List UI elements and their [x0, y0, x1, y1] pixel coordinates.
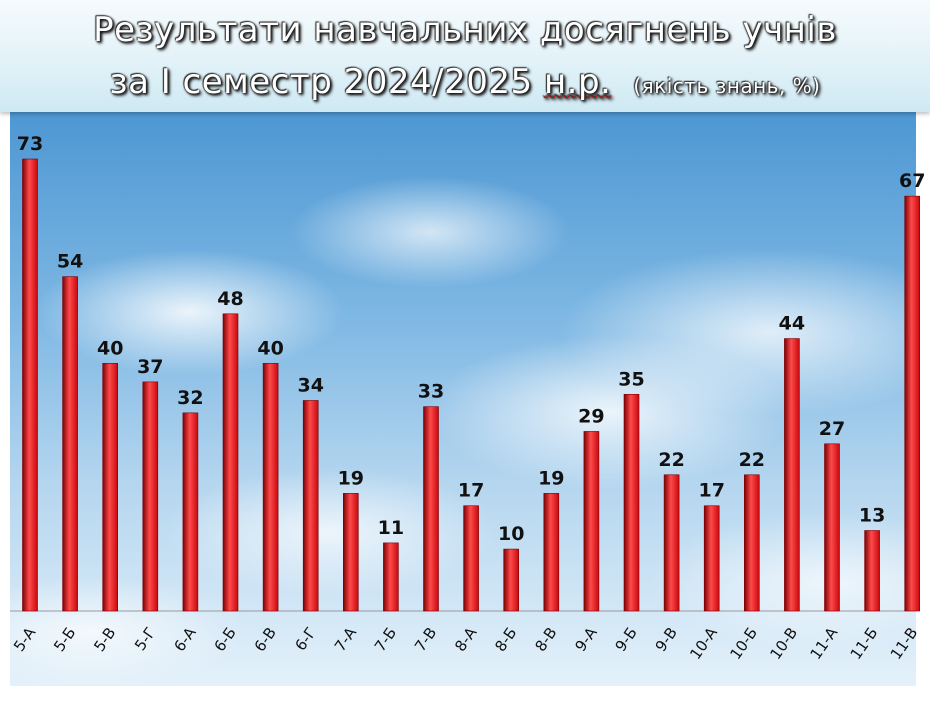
data-label-5-В: 40 — [97, 337, 123, 359]
bar-9-В — [663, 474, 680, 612]
data-label-5-Б: 54 — [57, 251, 83, 273]
category-label-5-Б: 5-Б — [50, 624, 79, 655]
bar-5-В — [102, 363, 118, 612]
bar-10-Б — [743, 474, 760, 612]
data-label-8-А: 17 — [458, 480, 484, 502]
category-label-6-А: 6-А — [170, 623, 200, 655]
data-label-6-Б: 48 — [217, 288, 243, 310]
data-label-11-Б: 13 — [859, 505, 885, 527]
data-label-9-А: 29 — [578, 405, 604, 427]
category-label-11-А: 11-А — [807, 623, 842, 662]
bar-6-Б — [222, 313, 239, 612]
category-label-10-Б: 10-Б — [726, 624, 761, 663]
chart-title-line1: Результати навчальних досягнень учнів — [93, 10, 837, 50]
category-label-9-Б: 9-Б — [612, 624, 641, 655]
data-label-10-А: 17 — [698, 480, 724, 502]
category-label-5-Г: 5-Г — [131, 624, 160, 654]
bar-6-Г — [302, 400, 319, 612]
bar-7-А — [342, 493, 359, 612]
data-label-6-В: 40 — [257, 337, 283, 359]
chart-title-line2-prefix: за І семестр 2024/2025 — [109, 62, 544, 102]
category-label-9-А: 9-А — [571, 623, 601, 655]
category-label-5-В: 5-В — [90, 624, 119, 655]
bar-7-В — [423, 406, 439, 612]
data-label-6-А: 32 — [177, 387, 203, 409]
bar-5-Г — [142, 381, 159, 612]
category-label-7-А: 7-А — [331, 623, 361, 655]
chart-title-line2: за І семестр 2024/2025 н.р. (якість знань… — [0, 62, 930, 102]
bar-5-Б — [62, 276, 78, 612]
data-label-5-А: 73 — [17, 133, 43, 155]
sky-background — [10, 112, 916, 686]
category-label-5-А: 5-А — [10, 623, 40, 655]
data-label-7-А: 19 — [338, 467, 364, 489]
bar-10-А — [703, 505, 720, 612]
bar-8-В — [543, 493, 560, 612]
bar-8-Б — [503, 548, 520, 612]
category-label-11-В: 11-В — [887, 624, 922, 663]
bar-6-А — [182, 412, 199, 612]
category-label-6-В: 6-В — [251, 624, 280, 655]
category-label-10-В: 10-В — [766, 624, 801, 663]
data-label-8-Б: 10 — [498, 523, 524, 545]
category-label-7-Б: 7-Б — [371, 624, 400, 655]
data-label-9-В: 22 — [658, 449, 684, 471]
data-label-8-В: 19 — [538, 467, 564, 489]
bar-8-А — [463, 505, 479, 612]
category-label-8-Б: 8-Б — [491, 624, 520, 655]
bar-9-А — [583, 431, 600, 612]
data-label-11-В: 67 — [899, 170, 925, 192]
category-label-8-А: 8-А — [451, 623, 481, 655]
bar-7-Б — [383, 542, 399, 612]
category-label-6-Б: 6-Б — [211, 624, 240, 655]
data-label-7-В: 33 — [418, 381, 444, 403]
category-label-7-В: 7-В — [411, 624, 440, 655]
category-label-8-В: 8-В — [531, 624, 560, 655]
bar-11-В — [904, 195, 921, 612]
data-label-10-В: 44 — [779, 313, 805, 335]
bar-5-А — [22, 158, 38, 612]
bar-10-В — [784, 338, 800, 612]
chart-header: Результати навчальних досягнень учнів за… — [0, 0, 930, 112]
category-label-10-А: 10-А — [686, 623, 721, 662]
category-label-11-Б: 11-Б — [847, 624, 882, 663]
bar-11-А — [824, 443, 840, 612]
data-label-5-Г: 37 — [137, 356, 163, 378]
data-label-7-Б: 11 — [378, 517, 404, 539]
category-label-9-В: 9-В — [652, 624, 681, 655]
bar-6-В — [262, 363, 279, 612]
chart-subtitle: (якість знань, %) — [633, 74, 821, 98]
category-label-6-Г: 6-Г — [291, 624, 320, 654]
bar-11-Б — [864, 530, 880, 612]
data-label-11-А: 27 — [819, 418, 845, 440]
data-label-10-Б: 22 — [739, 449, 765, 471]
data-label-9-Б: 35 — [618, 368, 644, 390]
chart-title-line2-suffix: н.р. — [543, 62, 612, 102]
bar-9-Б — [623, 393, 640, 612]
data-label-6-Г: 34 — [297, 374, 323, 396]
